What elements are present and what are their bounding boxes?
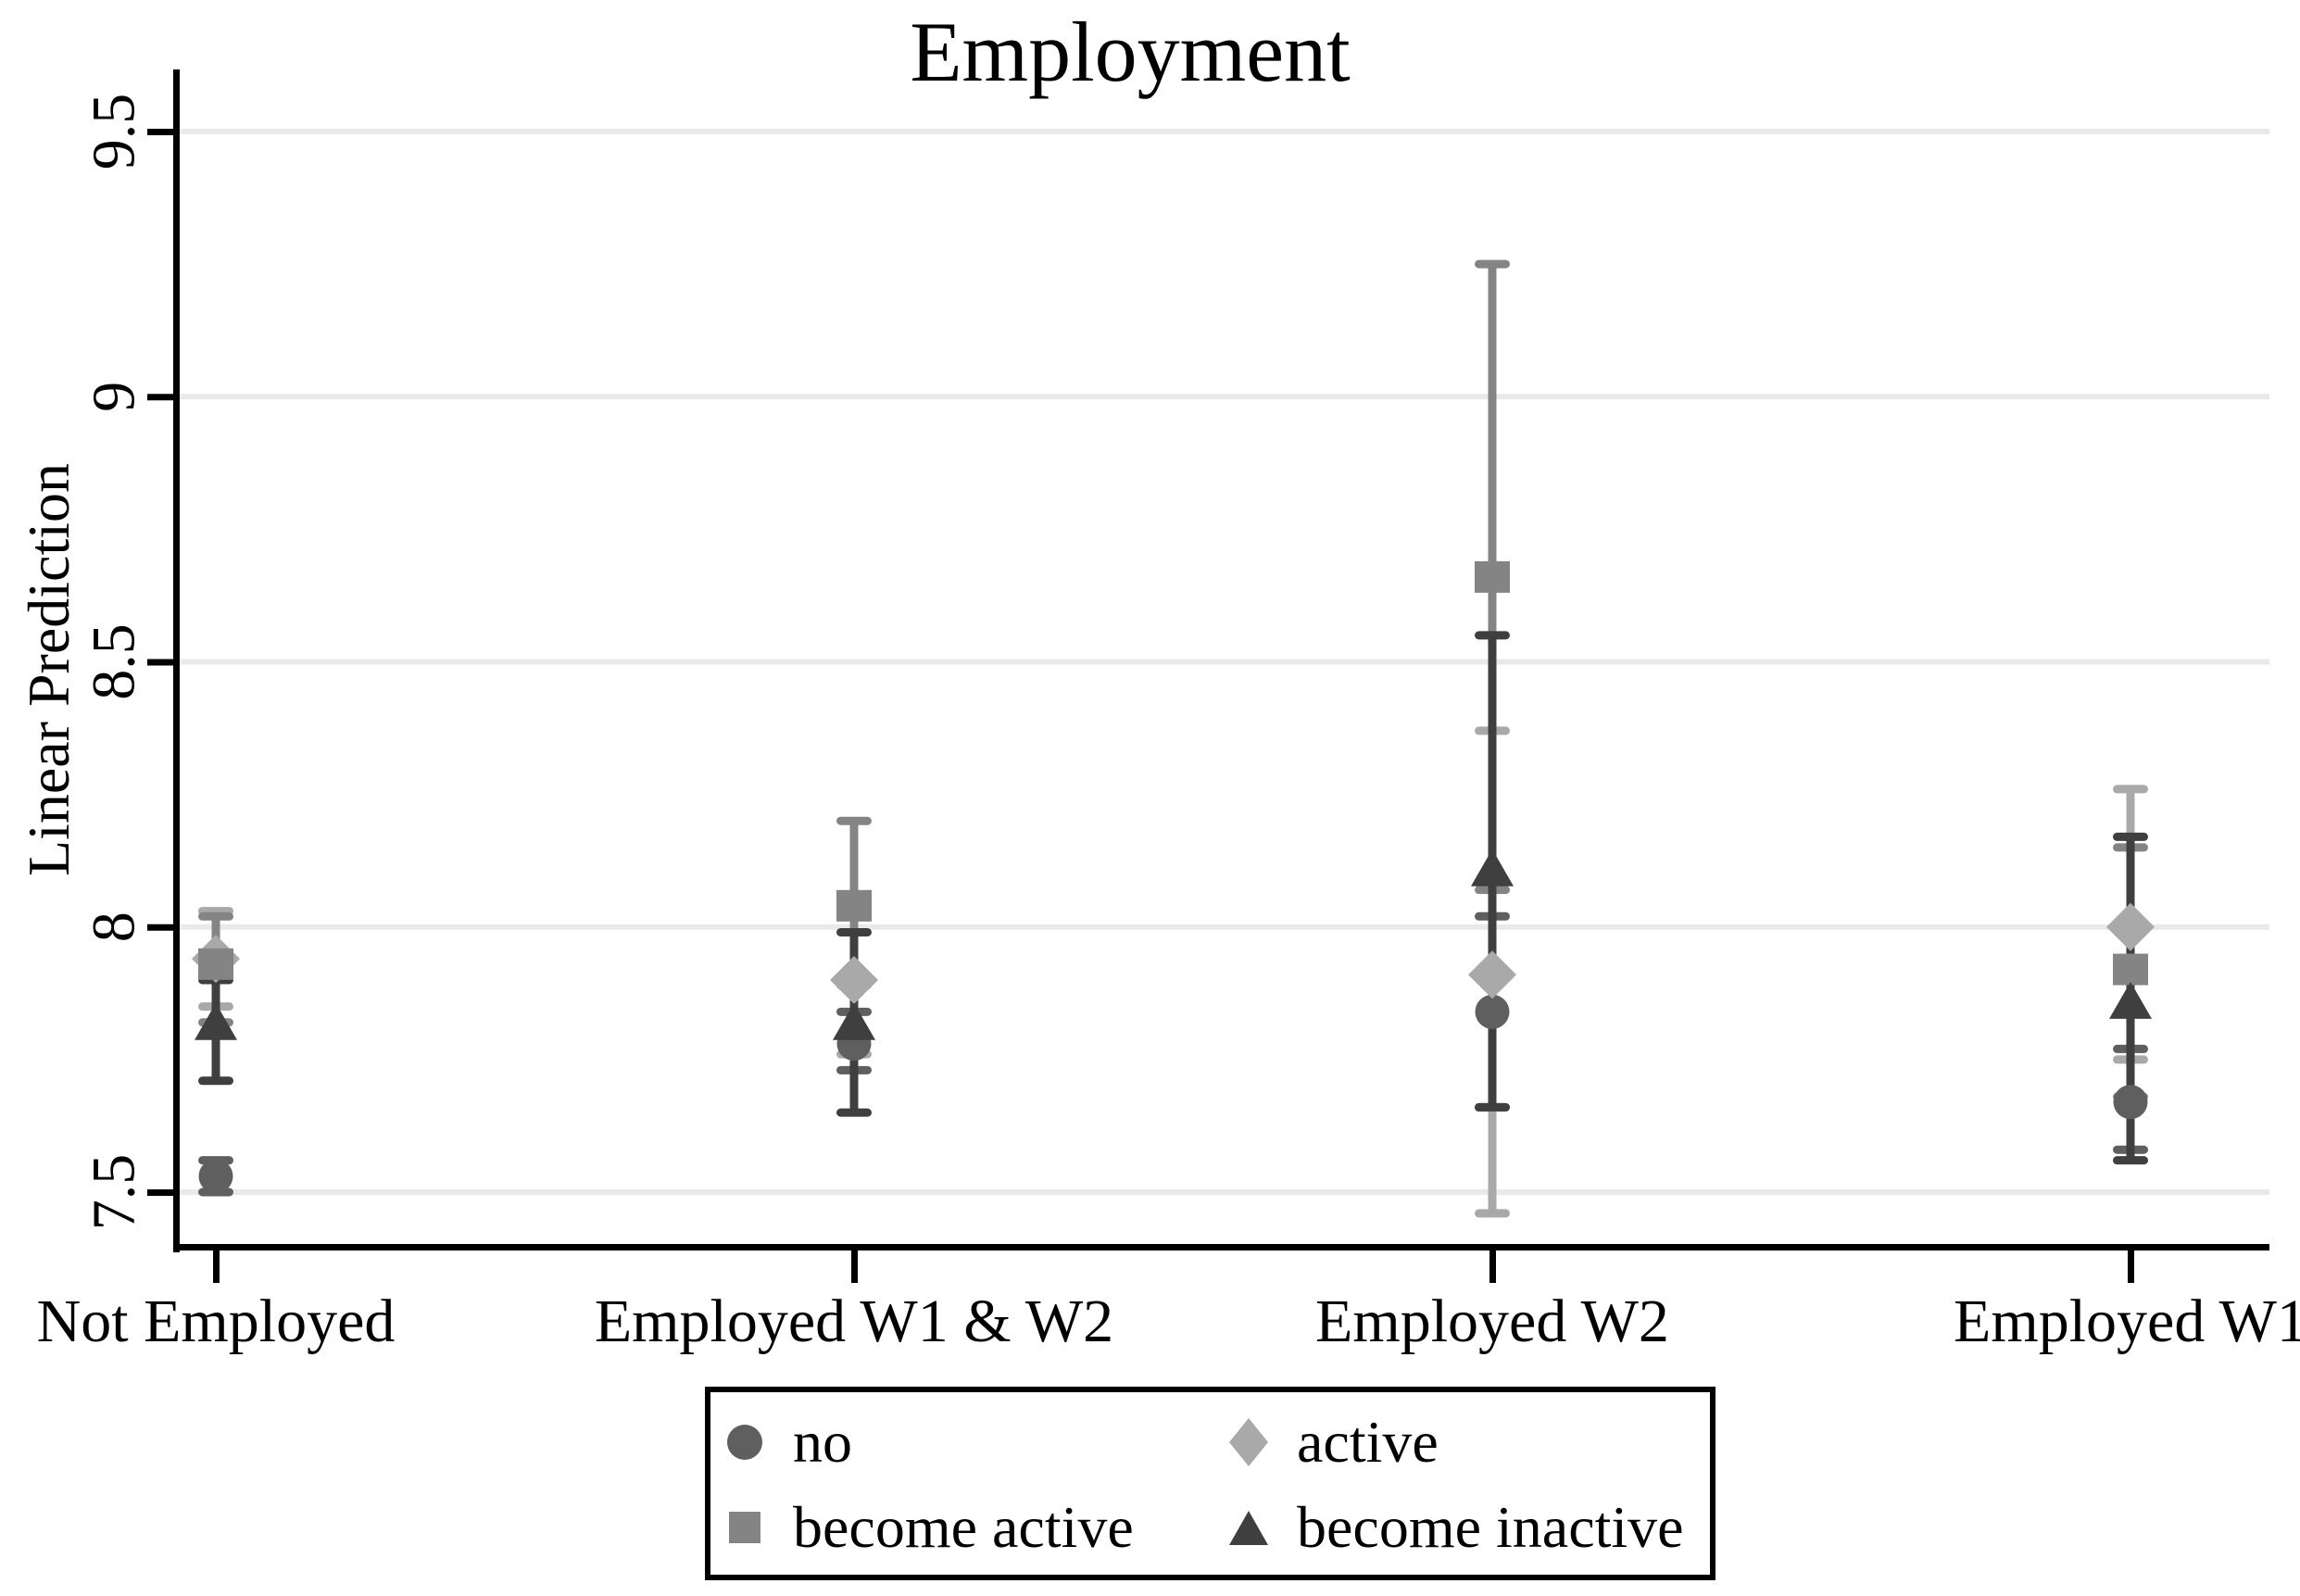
- ci-cap-high-become-active-2: [1475, 259, 1510, 269]
- y-tick-8: [147, 924, 173, 931]
- ci-cap-low-become-inactive-2: [1475, 1102, 1510, 1112]
- y-tick-9: [147, 394, 173, 401]
- legend-item-no: no: [721, 1413, 852, 1472]
- marker-square-become-active-3: [2113, 953, 2148, 986]
- marker-triangle-become-inactive-3: [2109, 981, 2152, 1019]
- ci-cap-low-become-inactive-0: [198, 1076, 233, 1086]
- legend-label-no: no: [793, 1409, 852, 1475]
- y-tick-9.5: [147, 129, 173, 135]
- marker-triangle-become-inactive-0: [195, 1002, 237, 1040]
- x-tick-label-0: Not Employed: [37, 1288, 396, 1355]
- ci-cap-low-become-inactive-1: [836, 1108, 872, 1117]
- y-tick-label-9: 9: [80, 382, 147, 412]
- gridline-y-7.5: [179, 1189, 2269, 1195]
- marker-diamond-active-2: [1468, 950, 1516, 999]
- gridline-y-8: [179, 924, 2269, 930]
- marker-circle-no-2: [1475, 994, 1510, 1029]
- ci-cap-low-become-inactive-3: [2113, 1156, 2148, 1165]
- marker-square-become-active-0: [198, 948, 233, 980]
- marker-diamond-active-1: [830, 956, 878, 1004]
- x-tick-2: [1489, 1250, 1496, 1283]
- y-axis-line: [173, 69, 180, 1252]
- gridline-y-9.5: [179, 129, 2269, 134]
- legend-item-active: active: [1225, 1413, 1439, 1472]
- diamond-marker-icon: [1229, 1418, 1268, 1466]
- y-tick-label-9.5: 9.5: [80, 94, 147, 170]
- marker-triangle-become-inactive-1: [833, 1002, 875, 1040]
- ci-cap-high-active-3: [2113, 785, 2148, 794]
- marker-square-become-active-2: [1475, 560, 1510, 593]
- x-axis-line: [173, 1244, 2269, 1250]
- marker-circle-no-3: [2113, 1085, 2148, 1120]
- x-tick-label-1: Employed W1 & W2: [595, 1288, 1113, 1355]
- marker-circle-no-0: [198, 1159, 233, 1194]
- y-tick-label-8: 8: [80, 911, 147, 942]
- triangle-marker-icon: [1229, 1511, 1268, 1545]
- square-marker-icon: [729, 1512, 760, 1543]
- gridline-y-8.5: [179, 659, 2269, 665]
- x-tick-label-3: Employed W1: [1954, 1288, 2300, 1355]
- ci-cap-high-become-active-1: [836, 816, 872, 825]
- ci-cap-high-become-inactive-2: [1475, 631, 1510, 640]
- gridline-y-9: [179, 394, 2269, 400]
- y-tick-7.5: [147, 1189, 173, 1196]
- marker-square-become-active-1: [836, 889, 872, 922]
- chart-title: Employment: [910, 5, 1351, 99]
- x-tick-1: [851, 1250, 858, 1283]
- ci-cap-low-active-2: [1475, 1209, 1510, 1218]
- legend-item-become-active: become active: [721, 1498, 1134, 1557]
- legend-item-become-inactive: become inactive: [1225, 1498, 1684, 1557]
- x-tick-3: [2128, 1250, 2134, 1283]
- marker-triangle-become-inactive-2: [1471, 848, 1514, 886]
- ci-cap-high-become-inactive-1: [836, 927, 872, 936]
- ci-cap-high-become-inactive-3: [2113, 832, 2148, 841]
- marker-diamond-active-3: [2106, 902, 2155, 951]
- circle-marker-icon: [727, 1425, 762, 1460]
- legend-label-become-active: become active: [793, 1494, 1134, 1560]
- legend-label-become-inactive: become inactive: [1297, 1494, 1684, 1560]
- ci-cap-high-become-active-0: [198, 911, 233, 921]
- x-tick-0: [213, 1250, 220, 1283]
- y-tick-label-7.5: 7.5: [80, 1154, 147, 1231]
- y-tick-8.5: [147, 659, 173, 666]
- legend: no active become active become inactive: [705, 1387, 1716, 1580]
- y-tick-label-8.5: 8.5: [80, 623, 147, 700]
- x-tick-label-2: Employed W2: [1315, 1288, 1669, 1355]
- legend-label-active: active: [1297, 1409, 1439, 1475]
